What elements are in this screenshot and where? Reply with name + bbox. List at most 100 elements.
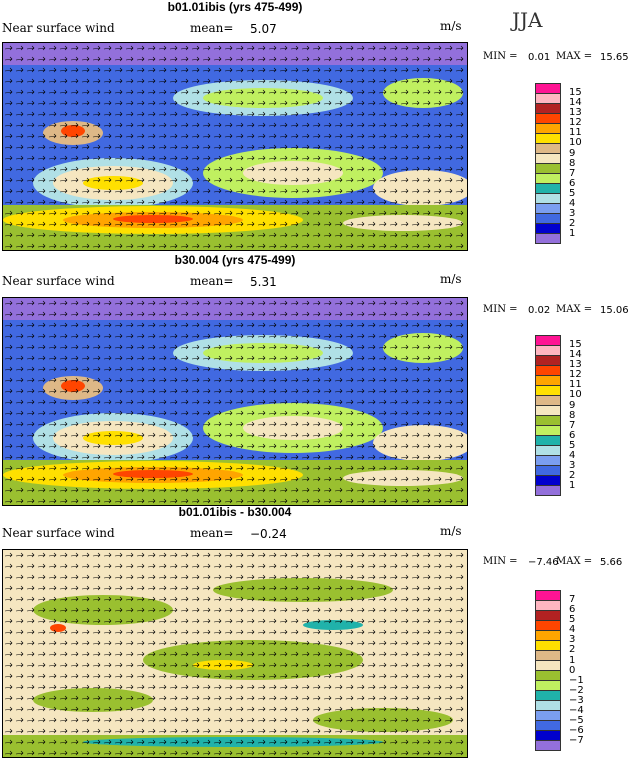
panel-title: b30.004 (yrs 475-499) bbox=[174, 253, 296, 267]
colorbar-tick-label: 3 bbox=[569, 634, 576, 646]
colorbar-tick-label: 15 bbox=[569, 87, 582, 98]
colorbar-swatch bbox=[535, 610, 561, 620]
colorbar-swatch bbox=[535, 183, 561, 193]
colorbar-labels: 7 6 5 4 3 2 1 0 −1 −2 −3 −4 −5 −6 −7 bbox=[569, 594, 584, 747]
colorbar-swatch bbox=[535, 163, 561, 173]
colorbar-swatch bbox=[535, 700, 561, 710]
colorbar-swatch bbox=[535, 620, 561, 630]
colorbar-tick-label: −1 bbox=[569, 674, 584, 686]
colorbar-tick-label: 1 bbox=[569, 228, 576, 240]
colorbar-tick-label: 7 bbox=[569, 594, 576, 605]
wind-vectors bbox=[3, 298, 467, 505]
colorbar-swatch bbox=[535, 335, 561, 345]
wind-map bbox=[2, 549, 468, 758]
colorbar-swatch bbox=[535, 630, 561, 640]
colorbar-tick-label: 4 bbox=[569, 198, 576, 210]
colorbar-tick-label: 14 bbox=[569, 349, 582, 361]
colorbar-swatch bbox=[535, 405, 561, 415]
colorbar-swatch bbox=[535, 720, 561, 730]
colorbar-tick-label: 14 bbox=[569, 97, 582, 109]
colorbar-tick-label: 9 bbox=[569, 147, 576, 159]
colorbar-swatch bbox=[535, 213, 561, 223]
colorbar-swatch bbox=[535, 730, 561, 740]
mean-label: mean= bbox=[190, 274, 234, 288]
wind-vectors bbox=[3, 43, 467, 250]
colorbar-tick-label: 2 bbox=[569, 644, 576, 656]
colorbar-tick-label: 5 bbox=[569, 439, 576, 451]
colorbar-tick-label: 3 bbox=[569, 460, 576, 472]
colorbar-tick-label: 15 bbox=[569, 339, 582, 350]
units-label: m/s bbox=[440, 524, 462, 538]
min-value: 0.01 bbox=[528, 52, 551, 63]
colorbar-swatch bbox=[535, 193, 561, 203]
colorbar-tick-label: 12 bbox=[569, 369, 582, 381]
max-value: 5.66 bbox=[600, 557, 623, 568]
mean-value: 5.31 bbox=[250, 275, 277, 289]
colorbar-swatch bbox=[535, 83, 561, 93]
colorbar-swatch bbox=[535, 445, 561, 455]
max-value: 15.65 bbox=[600, 52, 629, 63]
colorbar-tick-label: 13 bbox=[569, 359, 582, 371]
colorbar-swatch bbox=[535, 660, 561, 670]
colorbar-swatch bbox=[535, 385, 561, 395]
colorbar-tick-label: 1 bbox=[569, 654, 576, 666]
colorbar-tick-label: 6 bbox=[569, 429, 576, 441]
colorbar-swatch bbox=[535, 223, 561, 233]
colorbar-tick-label: −3 bbox=[569, 694, 584, 706]
colorbar-swatch bbox=[535, 123, 561, 133]
colorbar-tick-label: 5 bbox=[569, 187, 576, 199]
colorbar-tick-label: 6 bbox=[569, 177, 576, 189]
colorbar-swatch bbox=[535, 365, 561, 375]
colorbar-tick-label: 10 bbox=[569, 389, 582, 401]
variable-label: Near surface wind bbox=[2, 21, 115, 35]
colorbar-tick-label: 9 bbox=[569, 399, 576, 411]
colorbar-tick-label: 2 bbox=[569, 218, 576, 230]
mean-value: −0.24 bbox=[250, 527, 287, 541]
wind-vectors bbox=[3, 550, 467, 757]
mean-value: 5.07 bbox=[250, 22, 277, 36]
colorbar-swatch bbox=[535, 415, 561, 425]
colorbar-swatch bbox=[535, 435, 561, 445]
colorbar bbox=[535, 83, 561, 244]
colorbar-tick-label: 2 bbox=[569, 470, 576, 482]
colorbar-swatch bbox=[535, 740, 561, 751]
colorbar-swatch bbox=[535, 680, 561, 690]
colorbar-tick-label: 11 bbox=[569, 379, 582, 391]
mean-label: mean= bbox=[190, 21, 234, 35]
colorbar-swatch bbox=[535, 355, 561, 365]
colorbar-swatch bbox=[535, 375, 561, 385]
colorbar-swatch bbox=[535, 475, 561, 485]
min-value: 0.02 bbox=[528, 305, 551, 316]
colorbar-swatch bbox=[535, 670, 561, 680]
panel-title: b01.01ibis (yrs 475-499) bbox=[167, 0, 303, 14]
panel-title: b01.01ibis - b30.004 bbox=[178, 505, 292, 519]
colorbar-swatch bbox=[535, 203, 561, 213]
colorbar-tick-label: 6 bbox=[569, 604, 576, 616]
colorbar-swatch bbox=[535, 395, 561, 405]
min-label: MIN = bbox=[483, 304, 518, 315]
colorbar-tick-label: 10 bbox=[569, 137, 582, 149]
colorbar bbox=[535, 590, 561, 751]
colorbar-swatch bbox=[535, 93, 561, 103]
colorbar-swatch bbox=[535, 113, 561, 123]
colorbar-swatch bbox=[535, 103, 561, 113]
colorbar-swatch bbox=[535, 233, 561, 244]
variable-label: Near surface wind bbox=[2, 274, 115, 288]
colorbar-swatch bbox=[535, 133, 561, 143]
colorbar-swatch bbox=[535, 650, 561, 660]
wind-map bbox=[2, 297, 468, 506]
colorbar-labels: 15 14 13 12 11 10 9 8 7 6 5 4 3 2 1 bbox=[569, 339, 582, 491]
colorbar-tick-label: 4 bbox=[569, 450, 576, 462]
colorbar-swatch bbox=[535, 600, 561, 610]
max-label: MAX = bbox=[556, 556, 593, 567]
min-value: −7.46 bbox=[528, 557, 559, 568]
colorbar-tick-label: 12 bbox=[569, 117, 582, 129]
colorbar-tick-label: −2 bbox=[569, 684, 584, 696]
season-label: JJA bbox=[512, 8, 543, 32]
max-label: MAX = bbox=[556, 304, 593, 315]
colorbar-tick-label: −5 bbox=[569, 715, 584, 727]
units-label: m/s bbox=[440, 19, 462, 33]
colorbar-tick-label: 7 bbox=[569, 167, 576, 179]
colorbar-tick-label: −7 bbox=[569, 735, 584, 747]
colorbar-swatch bbox=[535, 173, 561, 183]
